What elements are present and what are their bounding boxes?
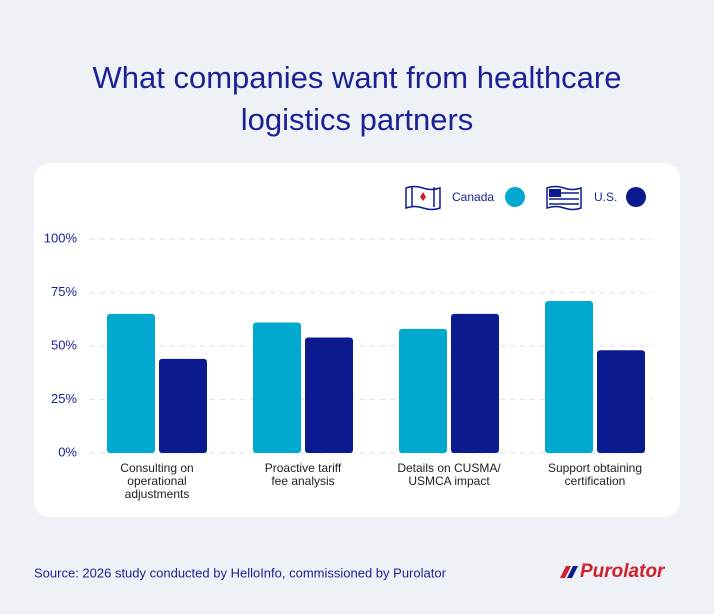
- canada-flag-icon: [405, 185, 441, 211]
- y-tick-label: 75%: [51, 284, 77, 299]
- source-note: Source: 2026 study conducted by HelloInf…: [34, 565, 447, 580]
- bar: [107, 313, 155, 453]
- y-tick-label: 25%: [51, 391, 77, 406]
- legend-label: U.S.: [594, 190, 617, 204]
- legend-swatch: [626, 187, 646, 207]
- bar: [451, 313, 499, 453]
- legend-label: Canada: [452, 190, 494, 204]
- bar: [159, 358, 207, 453]
- x-tick-label: Proactive tariff fee analysis: [265, 461, 342, 488]
- y-tick-label: 100%: [44, 230, 78, 245]
- bar: [253, 322, 301, 453]
- bar: [545, 301, 593, 453]
- bar: [305, 337, 353, 453]
- bar: [597, 350, 645, 453]
- legend-swatch: [505, 187, 525, 207]
- us-flag-icon: [546, 185, 582, 211]
- bar: [399, 328, 447, 453]
- x-tick-label: Support obtaining certification: [548, 461, 642, 488]
- logo: Purolator: [580, 561, 666, 582]
- y-tick-label: 50%: [51, 337, 77, 352]
- y-tick-label: 0%: [58, 444, 77, 459]
- x-tick-label: Details on CUSMA/USMCA impact: [397, 461, 501, 488]
- chart-title: What companies want from healthcare logis…: [93, 60, 622, 137]
- x-tick-label: Consulting on operational adjustments: [120, 461, 193, 501]
- logo-mark: [560, 566, 578, 578]
